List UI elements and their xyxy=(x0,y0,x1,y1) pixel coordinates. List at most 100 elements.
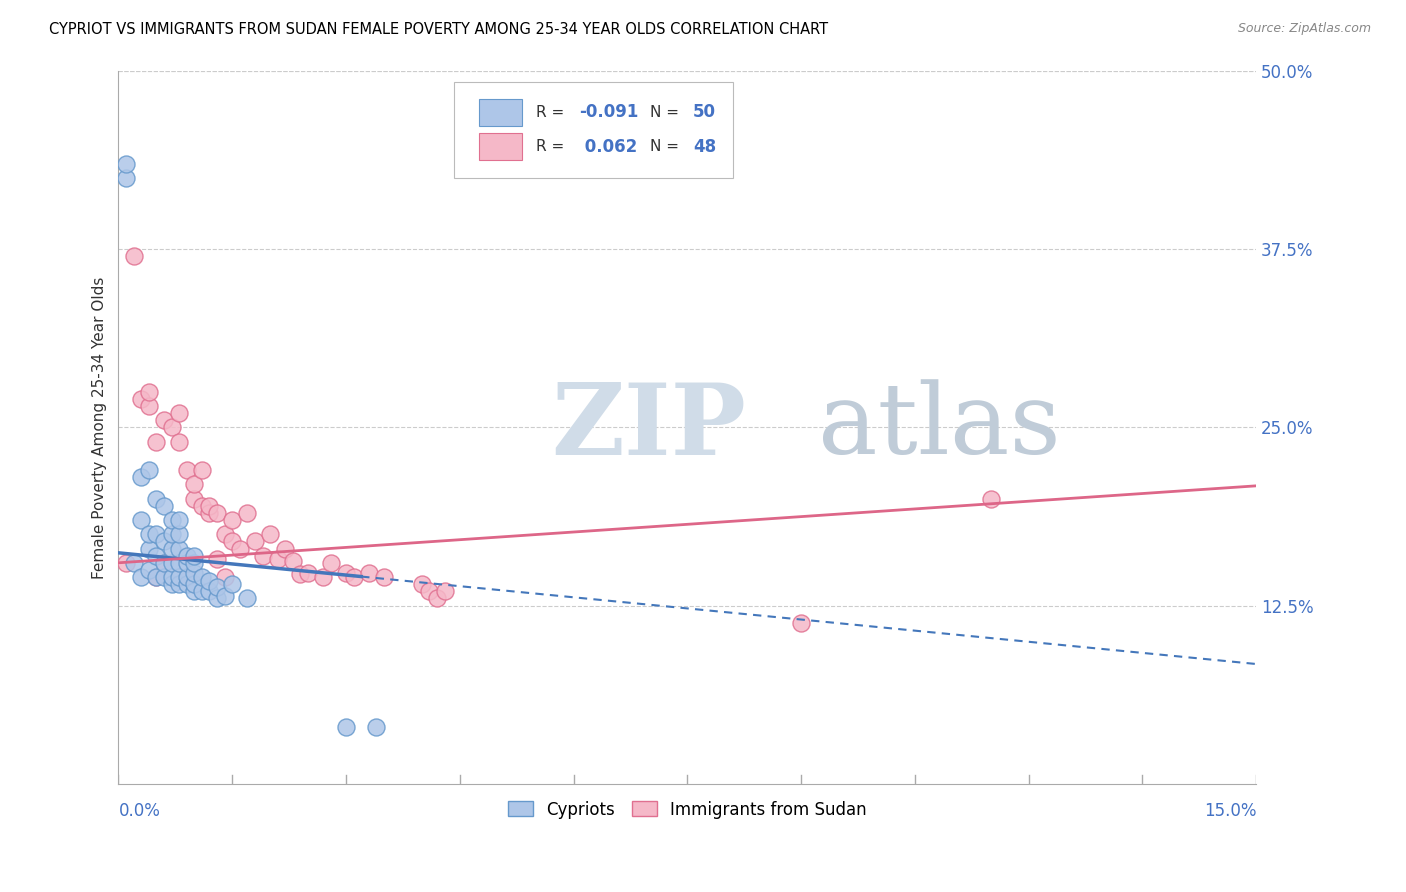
Point xyxy=(191,463,214,477)
Text: 48: 48 xyxy=(693,137,716,155)
Point xyxy=(236,591,259,606)
Point xyxy=(167,556,190,570)
Point xyxy=(312,570,335,584)
Point xyxy=(183,477,205,491)
Point xyxy=(138,399,160,413)
Point xyxy=(221,534,243,549)
Point xyxy=(160,577,183,591)
Point xyxy=(138,563,160,577)
Point xyxy=(366,720,388,734)
Point xyxy=(176,549,198,563)
Point xyxy=(153,556,176,570)
Point xyxy=(176,463,198,477)
Point xyxy=(433,584,456,599)
Point xyxy=(160,513,183,527)
Point xyxy=(198,499,221,513)
Point xyxy=(183,556,205,570)
Point xyxy=(790,615,813,630)
Text: 15.0%: 15.0% xyxy=(1204,802,1256,820)
Point xyxy=(198,506,221,520)
Point xyxy=(183,491,205,506)
Point xyxy=(129,392,152,406)
Point xyxy=(160,570,183,584)
Text: atlas: atlas xyxy=(818,379,1062,475)
Point xyxy=(145,434,167,449)
Point xyxy=(214,527,236,541)
Point xyxy=(229,541,252,556)
Point xyxy=(160,556,183,570)
Point xyxy=(243,534,266,549)
Point xyxy=(267,551,290,566)
Point xyxy=(167,513,190,527)
Text: CYPRIOT VS IMMIGRANTS FROM SUDAN FEMALE POVERTY AMONG 25-34 YEAR OLDS CORRELATIO: CYPRIOT VS IMMIGRANTS FROM SUDAN FEMALE … xyxy=(49,22,828,37)
Point xyxy=(138,463,160,477)
Point xyxy=(145,527,167,541)
Point xyxy=(274,541,297,556)
Point xyxy=(167,406,190,420)
Point xyxy=(153,499,176,513)
Point xyxy=(319,556,342,570)
Point xyxy=(167,577,190,591)
Point xyxy=(145,549,167,563)
Point xyxy=(138,527,160,541)
Point xyxy=(122,249,145,263)
Point xyxy=(167,527,190,541)
Point xyxy=(205,551,228,566)
Point xyxy=(290,567,312,582)
Point xyxy=(297,566,319,580)
Point xyxy=(342,570,364,584)
Point xyxy=(335,566,357,580)
Point xyxy=(115,157,138,171)
Point xyxy=(160,541,183,556)
Point xyxy=(138,384,160,399)
Point xyxy=(145,491,167,506)
Point xyxy=(191,570,214,584)
Text: N =: N = xyxy=(650,105,683,120)
Point xyxy=(183,577,205,591)
Bar xyxy=(479,99,523,126)
Point xyxy=(160,527,183,541)
Point xyxy=(145,570,167,584)
Point xyxy=(214,570,236,584)
Point xyxy=(335,720,357,734)
Point xyxy=(411,577,433,591)
Point xyxy=(153,570,176,584)
Point xyxy=(205,580,228,594)
Legend: Cypriots, Immigrants from Sudan: Cypriots, Immigrants from Sudan xyxy=(502,794,873,825)
Y-axis label: Female Poverty Among 25-34 Year Olds: Female Poverty Among 25-34 Year Olds xyxy=(93,277,107,579)
Point xyxy=(252,549,274,563)
Point xyxy=(115,556,138,570)
Point xyxy=(145,570,167,584)
Point xyxy=(183,566,205,580)
Point xyxy=(129,470,152,484)
Point xyxy=(176,570,198,584)
Bar xyxy=(479,133,523,161)
Point xyxy=(153,413,176,427)
Point xyxy=(167,434,190,449)
Point xyxy=(122,556,145,570)
Point xyxy=(176,556,198,570)
Text: N =: N = xyxy=(650,139,683,154)
Point xyxy=(129,513,152,527)
Point xyxy=(160,420,183,434)
Point xyxy=(205,591,228,606)
Point xyxy=(205,506,228,520)
Point xyxy=(167,541,190,556)
Text: ZIP: ZIP xyxy=(551,379,745,476)
Text: -0.091: -0.091 xyxy=(579,103,638,121)
Point xyxy=(259,527,281,541)
Point xyxy=(221,513,243,527)
Point xyxy=(214,589,236,603)
Point xyxy=(153,556,176,570)
Point xyxy=(357,566,380,580)
Text: R =: R = xyxy=(536,139,569,154)
Point xyxy=(221,577,243,591)
Text: 50: 50 xyxy=(693,103,716,121)
Point xyxy=(198,584,221,599)
Point xyxy=(418,584,440,599)
Text: Source: ZipAtlas.com: Source: ZipAtlas.com xyxy=(1237,22,1371,36)
Text: R =: R = xyxy=(536,105,569,120)
Point xyxy=(236,506,259,520)
Point xyxy=(426,591,449,606)
Point xyxy=(183,549,205,563)
